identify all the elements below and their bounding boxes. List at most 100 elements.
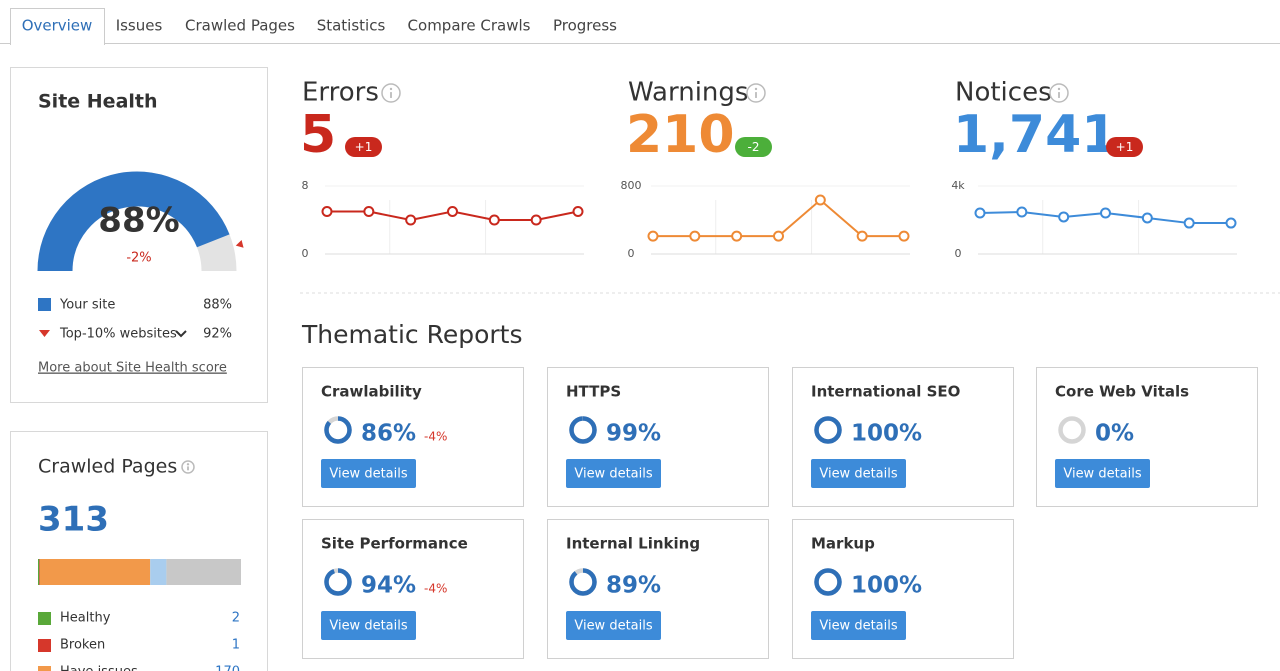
view-details-button[interactable]	[321, 459, 416, 488]
report-name: HTTPS	[566, 383, 621, 401]
view-details-button[interactable]	[566, 459, 661, 488]
crawled-legend-name: Broken	[60, 638, 105, 653]
sparkline-point	[1016, 206, 1028, 218]
y-tick-label: 0	[955, 247, 962, 260]
crawled-bar-segment	[39, 559, 151, 585]
report-name: Internal Linking	[566, 535, 700, 553]
crawled-bar-segment	[38, 559, 40, 585]
view-details-label[interactable]: View details	[1063, 467, 1142, 482]
sparkline-point	[321, 206, 333, 217]
legend-name: Your site	[59, 298, 115, 313]
sparkline-point	[814, 194, 826, 206]
gauge-change: -2%	[126, 251, 151, 266]
thematic-title: Thematic Reports	[301, 320, 523, 349]
issue-delta: -2	[748, 140, 760, 154]
y-tick-label: 0	[302, 247, 309, 260]
gauge-top-marker	[235, 240, 244, 248]
report-score: 89%	[606, 573, 661, 599]
tab[interactable]: Progress	[553, 17, 617, 35]
report-name: Markup	[811, 535, 875, 553]
legend-swatch	[38, 298, 51, 311]
donut-arc	[569, 568, 597, 596]
sparkline-point	[1183, 217, 1195, 229]
donut-arc	[569, 416, 597, 444]
issue-title: Errors	[302, 78, 379, 108]
active-tab-gap	[11, 42, 104, 46]
donut-arc	[324, 568, 352, 596]
tab[interactable]: Compare Crawls	[408, 17, 531, 35]
crawled-legend-value[interactable]: 2	[232, 611, 240, 626]
legend-value: 92%	[203, 327, 232, 342]
report-name: International SEO	[811, 383, 960, 401]
y-tick-label: 0	[628, 247, 635, 260]
sparkline-point	[689, 230, 701, 242]
view-details-button[interactable]	[321, 611, 416, 640]
report-score: 100%	[851, 573, 922, 599]
legend-value: 88%	[203, 298, 232, 313]
crawled-pages-card	[10, 431, 268, 671]
view-details-label[interactable]: View details	[819, 467, 898, 482]
info-icon	[1049, 83, 1069, 103]
view-details-label[interactable]: View details	[819, 619, 898, 634]
view-details-button[interactable]	[1055, 459, 1150, 488]
sparkline-point	[488, 214, 500, 226]
view-details-button[interactable]	[811, 611, 906, 640]
crawled-legend-name: Healthy	[60, 611, 111, 626]
dropdown-chevron	[175, 330, 187, 338]
issue-title: Warnings	[628, 78, 748, 108]
report-name: Site Performance	[321, 535, 468, 553]
sparkline-point	[898, 230, 910, 242]
crawled-legend-value[interactable]: 1	[232, 638, 240, 653]
sparkline-point	[731, 230, 743, 242]
info-icon	[746, 83, 766, 103]
view-details-label[interactable]: View details	[329, 619, 408, 634]
report-change: -4%	[424, 430, 447, 444]
crawled-legend-value[interactable]: 170	[215, 665, 240, 671]
y-tick-label: 800	[621, 179, 642, 192]
sparkline-point	[1100, 207, 1111, 219]
crawled-legend-swatch	[38, 666, 51, 671]
issue-delta-pill	[345, 137, 382, 157]
issue-title: Notices	[955, 78, 1052, 108]
tab[interactable]: Overview	[22, 17, 93, 35]
info-icon-dot	[389, 87, 393, 91]
issue-count: 210	[626, 105, 735, 165]
view-details-label[interactable]: View details	[329, 467, 408, 482]
tab[interactable]: Statistics	[317, 17, 386, 35]
report-score: 94%	[361, 573, 416, 599]
issue-count: 5	[300, 105, 336, 165]
report-score: 0%	[1095, 421, 1134, 447]
sparkline-point	[647, 230, 659, 242]
sparkline-point	[1141, 212, 1153, 224]
info-icon	[181, 460, 195, 474]
y-tick-label: 4k	[951, 179, 965, 192]
donut-arc	[814, 416, 842, 444]
crawled-legend-name: Have issues	[60, 665, 138, 671]
view-details-button[interactable]	[811, 459, 906, 488]
issue-delta-pill	[735, 137, 772, 157]
view-details-label[interactable]: View details	[574, 467, 653, 482]
crawled-bar-segment	[166, 559, 241, 585]
tab[interactable]: Crawled Pages	[185, 17, 295, 35]
report-name: Crawlability	[321, 383, 422, 401]
info-icon-dot	[1057, 87, 1061, 91]
crawled-pages-title: Crawled Pages	[38, 456, 177, 478]
site-health-link[interactable]: More about Site Health score	[38, 361, 227, 376]
gauge-arc	[37, 171, 230, 272]
tab[interactable]: Issues	[116, 17, 163, 35]
crawled-pages-total: 313	[38, 500, 109, 540]
donut-arc	[814, 568, 842, 596]
report-score: 86%	[361, 421, 416, 447]
sparkline-point	[1225, 217, 1237, 229]
sparkline-point	[363, 206, 375, 217]
view-details-label[interactable]: View details	[574, 619, 653, 634]
issue-delta: +1	[1116, 140, 1134, 154]
sparkline-point	[530, 214, 542, 226]
report-score: 100%	[851, 421, 922, 447]
legend-name: Top-10% websites	[59, 327, 177, 342]
site-health-title: Site Health	[38, 91, 158, 113]
view-details-button[interactable]	[566, 611, 661, 640]
legend-marker	[39, 330, 50, 337]
report-name: Core Web Vitals	[1055, 383, 1189, 401]
